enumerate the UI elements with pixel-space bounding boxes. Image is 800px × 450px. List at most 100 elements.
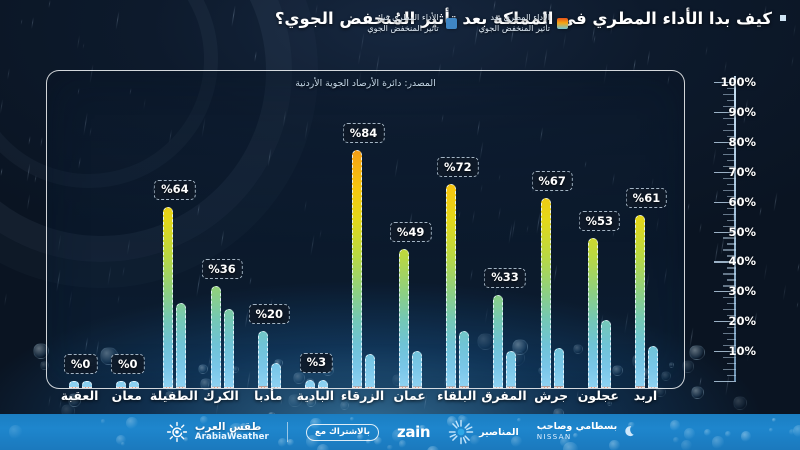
bar-group	[69, 95, 93, 388]
footer-bubble	[126, 417, 138, 430]
starburst-icon	[448, 419, 474, 445]
footer-bubble	[200, 415, 208, 424]
bubble	[611, 364, 624, 377]
footer-bubble	[115, 435, 126, 446]
ruler-tick	[727, 267, 736, 269]
bubble	[669, 362, 675, 368]
y-axis: 100% 90% 80% 70% 60% 50% 40% 30% 20% 10%	[688, 70, 800, 390]
bar-group	[587, 95, 611, 388]
footer-bubble	[572, 432, 579, 439]
bubble	[732, 395, 748, 411]
ruler-tick	[723, 177, 736, 179]
subscription-pill: بالاشتراك مع	[305, 423, 380, 441]
footer-bubble	[725, 430, 731, 437]
header: كيف بدا الأداء المطري في المملكة بعد تأث…	[0, 0, 800, 52]
bubble	[572, 343, 583, 354]
bar-after	[399, 249, 410, 388]
ruler-tick	[727, 303, 736, 305]
footer-bubble	[628, 421, 635, 429]
footer-bubble	[316, 443, 330, 450]
footer-bubble	[669, 420, 681, 431]
footer-bubble	[510, 435, 523, 448]
legend-item-1: الأداء المطري قبل تأثير المنخفض الجوي	[367, 12, 457, 34]
ruler-tick	[727, 339, 736, 341]
bar-before	[223, 308, 234, 388]
ruler-tick	[714, 261, 736, 263]
raindrop	[0, 168, 3, 177]
legend-label-1: الأداء المطري قبل تأثير المنخفض الجوي	[367, 12, 439, 33]
bar-after	[304, 379, 315, 388]
footer-bubble	[387, 444, 393, 450]
x-axis-label: المفرق	[481, 388, 527, 403]
bar-after	[163, 206, 174, 388]
bar-before	[365, 354, 375, 388]
ruler-tick	[723, 309, 736, 311]
footer-bubble	[740, 431, 752, 442]
ruler-tick	[727, 99, 736, 102]
bar-value-label: %67	[531, 171, 573, 192]
y-axis-tick-label: 100%	[720, 75, 756, 89]
ruler-tick	[727, 123, 736, 126]
footer-bubble	[240, 423, 248, 432]
ruler-tick	[727, 135, 736, 137]
raindrop	[27, 193, 31, 210]
bar-value-label: %61	[625, 188, 668, 209]
bubble	[660, 371, 671, 382]
footer-bubble	[419, 424, 426, 432]
bubble	[305, 396, 317, 408]
x-axis-label: البلقاء	[437, 388, 477, 403]
page-title-text: كيف بدا الأداء المطري في المملكة بعد تأث…	[274, 9, 772, 28]
footer-bubble	[366, 438, 371, 444]
raindrop	[7, 67, 10, 80]
x-axis-label: عجلون	[577, 388, 619, 403]
y-axis-tick-label: 40%	[728, 254, 756, 269]
bar-after	[352, 150, 362, 388]
chart-panel: المصدر: دائرة الأرصاد الجوية الأردنية %6…	[46, 70, 685, 389]
footer-bubble	[8, 425, 23, 439]
footer-bubble	[683, 428, 696, 440]
bubble	[67, 393, 81, 407]
ruler-tick	[727, 87, 736, 90]
bar-before	[412, 351, 423, 388]
moon-icon	[622, 425, 635, 438]
bar-after	[257, 331, 268, 388]
footer-bubble	[609, 439, 620, 450]
y-axis-tick-label: 10%	[728, 344, 756, 359]
y-axis-tick-label: 70%	[728, 164, 756, 179]
footer-bubble	[349, 416, 354, 422]
footer-bubble	[457, 415, 466, 424]
footer-bubble	[772, 417, 777, 422]
footer-bubble	[277, 438, 288, 448]
legend-label-0: الأداء المطري بعد تأثير المنخفض الجوي	[478, 12, 550, 33]
bar-group	[257, 95, 281, 388]
bubble	[690, 385, 704, 399]
bubble	[339, 400, 350, 411]
ruler-tick	[723, 237, 736, 239]
bar-group	[446, 95, 470, 388]
brand-name-ar: طقس العرب	[194, 421, 262, 434]
bar-value-label: %3	[299, 352, 334, 373]
bar-after	[540, 198, 551, 388]
bar-after	[210, 286, 221, 388]
footer-bubble	[427, 445, 439, 450]
bar-after	[116, 381, 127, 388]
bar-after	[69, 381, 80, 388]
raindrop	[26, 163, 31, 183]
bar-value-label: %53	[578, 211, 621, 232]
ruler-tick	[714, 82, 736, 84]
y-axis-tick-label: 60%	[728, 194, 756, 209]
plot-area: %61 %53 %67 %33 %72 %49 %84 %3 %20 %36 %64 %0 %0	[47, 95, 684, 388]
x-axis-label: الزرقاء	[340, 388, 385, 403]
y-axis-tick-label: 30%	[728, 284, 756, 299]
ruler-tick	[727, 375, 736, 377]
source-caption: المصدر: دائرة الأرصاد الجوية الأردنية	[295, 78, 436, 89]
bar-value-label: %33	[484, 267, 526, 288]
ruler-tick	[723, 105, 736, 108]
bar-value-label: %84	[342, 123, 385, 144]
bar-before	[600, 320, 611, 388]
bubble	[40, 361, 49, 370]
ruler-tick	[727, 219, 736, 221]
bar-after	[446, 184, 457, 388]
ruler-tick	[727, 159, 736, 161]
bubble	[511, 339, 528, 356]
